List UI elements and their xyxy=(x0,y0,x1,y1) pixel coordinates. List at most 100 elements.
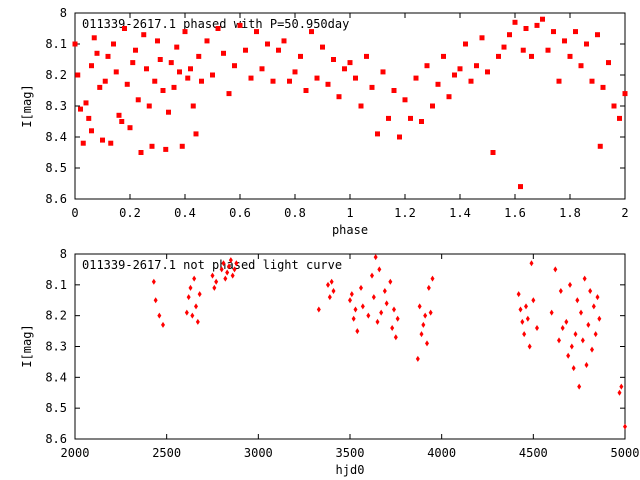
raw-data-point xyxy=(568,281,572,288)
phased-data-point xyxy=(606,60,611,66)
phased-plot-axes: 0 0.2 0.4 0.6 0.8 1 1.2 1.4 1.6 1.8 2 8 8.1 8.2 8.3 8.4… xyxy=(45,6,628,220)
raw-data-point xyxy=(623,423,627,430)
phased-data-point xyxy=(512,19,518,25)
phased-data-point xyxy=(474,63,479,69)
phased-data-point xyxy=(168,60,174,66)
raw-data-point xyxy=(597,315,602,322)
phased-data-point xyxy=(174,44,180,50)
raw-data-point xyxy=(527,343,532,350)
raw-plot-ylabel: I[mag] xyxy=(20,324,34,367)
phased-data-point xyxy=(402,97,408,103)
raw-data-point xyxy=(520,318,525,325)
raw-data-point xyxy=(522,331,527,338)
phased-data-point xyxy=(182,29,188,35)
raw-data-point xyxy=(384,300,389,307)
phased-xtick-label: 1.2 xyxy=(394,206,416,220)
phased-data-point xyxy=(199,78,204,84)
phased-data-point xyxy=(157,57,163,62)
phased-data-point xyxy=(397,134,402,140)
raw-data-point xyxy=(580,337,585,344)
raw-data-point xyxy=(518,306,523,313)
raw-data-point xyxy=(426,284,431,291)
phased-data-point xyxy=(534,22,540,28)
raw-data-point xyxy=(560,325,565,331)
phased-data-point xyxy=(97,84,103,90)
raw-data-point xyxy=(377,266,382,273)
phased-data-point xyxy=(102,78,108,84)
phased-data-point xyxy=(287,78,292,84)
phased-data-point xyxy=(298,53,303,59)
phased-data-point xyxy=(146,103,152,109)
raw-data-point xyxy=(157,312,162,319)
phased-xtick-label: 0.8 xyxy=(284,206,306,220)
phased-data-point xyxy=(259,66,265,72)
raw-xtick-label: 4500 xyxy=(519,446,548,460)
raw-data-point xyxy=(591,303,596,310)
raw-data-point xyxy=(197,291,202,298)
phased-data-point xyxy=(265,41,270,47)
phased-data-point xyxy=(155,38,160,44)
phased-data-point xyxy=(292,69,298,75)
raw-ytick-label: 8.5 xyxy=(45,401,67,415)
raw-data-point xyxy=(430,275,435,282)
raw-ytick-label: 8.4 xyxy=(45,370,67,384)
raw-data-point xyxy=(351,315,356,322)
phased-ytick-label: 8.5 xyxy=(45,161,67,175)
raw-data-point xyxy=(227,263,231,270)
phased-data-point xyxy=(237,22,243,28)
raw-data-point xyxy=(588,288,593,294)
phased-xtick-label: 1.6 xyxy=(504,206,526,220)
raw-data-point xyxy=(370,272,374,279)
raw-data-point xyxy=(525,315,530,322)
raw-data-point xyxy=(228,257,233,264)
phased-data-point xyxy=(72,41,78,47)
phased-data-point xyxy=(556,78,562,84)
phased-data-point xyxy=(391,88,397,93)
phased-data-point xyxy=(152,78,158,84)
phased-data-point xyxy=(144,66,149,72)
phased-data-point xyxy=(496,53,501,59)
phased-data-point xyxy=(75,72,81,78)
raw-data-point xyxy=(564,318,569,325)
phased-data-point xyxy=(215,26,221,31)
raw-data-point xyxy=(558,288,563,294)
raw-data-point xyxy=(212,284,217,291)
raw-data-point xyxy=(593,331,598,338)
raw-data-point xyxy=(425,340,429,347)
phased-data-point xyxy=(347,60,353,66)
phased-data-point xyxy=(232,63,237,69)
phased-data-point xyxy=(188,66,193,72)
phased-data-point xyxy=(248,75,254,81)
phased-data-point xyxy=(380,69,386,75)
raw-data-point xyxy=(579,309,583,316)
phased-data-point xyxy=(419,119,424,124)
raw-data-point xyxy=(524,303,528,310)
phased-data-point xyxy=(595,32,600,38)
raw-data-point xyxy=(151,278,156,285)
phased-data-point xyxy=(130,60,136,66)
raw-data-point xyxy=(390,325,395,331)
phased-data-point xyxy=(133,47,138,53)
phased-data-point xyxy=(314,75,320,81)
phased-data-point xyxy=(584,41,589,47)
phased-light-curve-panel: 011339-2617.1 phased with P=50.950day I[… xyxy=(20,6,629,237)
raw-data-point xyxy=(349,291,354,298)
phased-data-point xyxy=(507,32,512,38)
raw-data-point xyxy=(225,269,230,276)
phased-data-point xyxy=(281,38,287,44)
phased-xtick-label: 0.6 xyxy=(229,206,251,220)
phased-xtick-label: 1 xyxy=(346,206,353,220)
phased-data-point xyxy=(243,47,248,53)
raw-ytick-label: 8 xyxy=(60,247,67,261)
phased-plot-title: 011339-2617.1 phased with P=50.950day xyxy=(82,17,349,31)
phased-data-point xyxy=(551,29,556,35)
phased-data-point xyxy=(479,35,485,41)
phased-data-point xyxy=(166,109,171,115)
raw-data-point xyxy=(186,294,191,301)
raw-data-point xyxy=(549,309,554,316)
raw-data-point xyxy=(535,325,539,331)
raw-ytick-label: 8.3 xyxy=(45,340,67,354)
raw-data-point xyxy=(188,284,193,291)
raw-data-point xyxy=(355,328,360,335)
phased-data-point xyxy=(185,75,191,81)
